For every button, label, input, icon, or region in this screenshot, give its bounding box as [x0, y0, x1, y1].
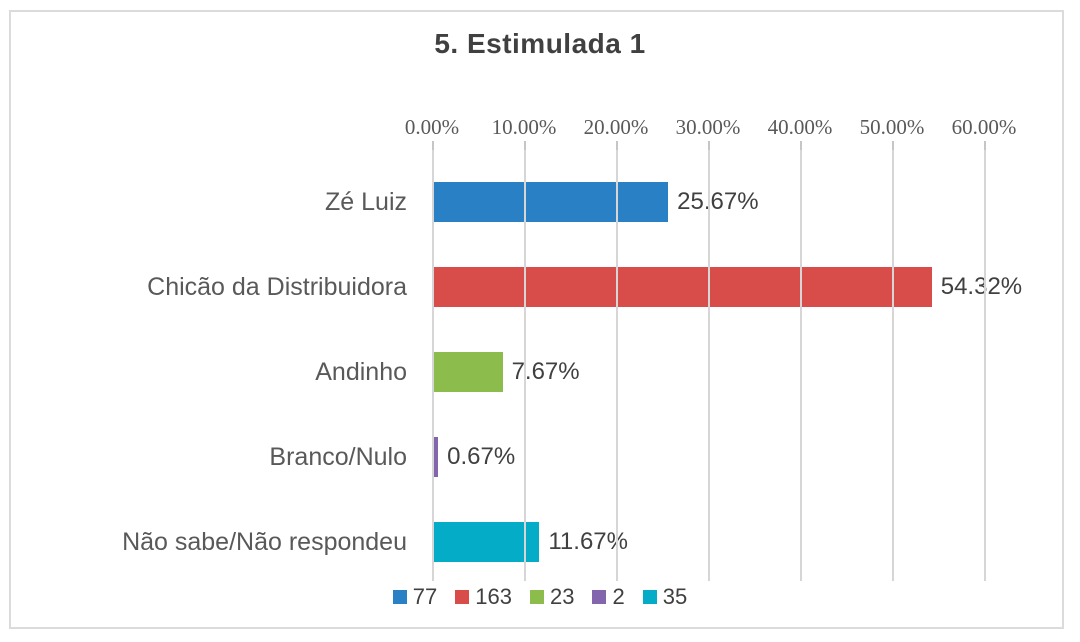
legend-item: 2 [592, 584, 625, 610]
bar-value-label: 25.67% [677, 188, 759, 215]
bar-row: 25.67% [432, 160, 984, 245]
legend-swatch-icon [592, 590, 607, 604]
bar-row: 7.67% [432, 330, 984, 415]
x-tick-label: 50.00% [859, 115, 925, 139]
legend-label: 23 [549, 584, 575, 609]
value-axis: 0.00% 10.00% 20.00% 30.00% 40.00% 50.00% 60.00… [405, 0, 1016, 150]
bar-row: 11.67% [432, 500, 984, 585]
x-tick-label: 20.00% [583, 115, 649, 139]
legend-label: 163 [475, 584, 512, 609]
legend: 77 163 23 2 35 [0, 584, 1080, 610]
legend-label: 35 [662, 584, 688, 609]
gridline [892, 150, 894, 581]
gridline [432, 150, 434, 581]
bar [432, 182, 669, 222]
bar-row: 0.67% [432, 415, 984, 500]
bar [432, 267, 932, 307]
bar [432, 352, 503, 392]
bar-value-label: 7.67% [511, 358, 580, 385]
x-tick-mark [800, 141, 802, 150]
x-tick-mark [984, 141, 986, 150]
x-tick-mark [432, 141, 434, 150]
bar-value-label: 0.67% [447, 443, 516, 470]
category-label: Zé Luiz [325, 187, 407, 216]
legend-item: 77 [392, 584, 438, 610]
category-axis: Zé Luiz Chicão da Distribuidora Andinho Bra… [0, 160, 407, 585]
legend-swatch-icon [392, 590, 407, 604]
legend-swatch-icon [455, 590, 470, 604]
x-tick-label: 30.00% [675, 115, 741, 139]
category-label: Chicão da Distribuidora [147, 272, 407, 301]
bar-value-label: 54.32% [940, 273, 1023, 300]
category-label: Branco/Nulo [269, 442, 407, 471]
bar [432, 437, 439, 477]
chart-title: 5. Estimulada 1 [434, 28, 646, 59]
legend-label: 77 [412, 584, 438, 609]
x-tick-label: 60.00% [951, 115, 1017, 139]
legend-item: 35 [642, 584, 688, 610]
bar-value-label: 11.67% [548, 528, 628, 555]
legend-label: 2 [612, 584, 625, 609]
x-tick-label: 40.00% [767, 115, 833, 139]
category-label: Andinho [315, 357, 407, 386]
gridline [984, 150, 986, 581]
legend-item: 23 [529, 584, 575, 610]
x-tick-mark [616, 141, 618, 150]
x-tick-label: 0.00% [404, 115, 460, 139]
x-tick-mark [892, 141, 894, 150]
x-tick-label: 10.00% [491, 115, 557, 139]
gridline [708, 150, 710, 581]
gridline [616, 150, 618, 581]
legend-item: 163 [455, 584, 512, 610]
category-label: Não sabe/Não respondeu [122, 527, 407, 556]
legend-swatch-icon [529, 590, 544, 604]
gridline [524, 150, 526, 581]
x-tick-mark [524, 141, 526, 150]
bar-rows: 25.67% 54.32% 7.67% 0.67% 11.67% [432, 160, 1022, 585]
bar [432, 522, 540, 562]
gridline [800, 150, 802, 581]
legend-swatch-icon [642, 590, 657, 604]
bar-row: 54.32% [432, 245, 1022, 330]
plot-area: 25.67% 54.32% 7.67% 0.67% 11.67% [432, 150, 1022, 581]
x-tick-mark [708, 141, 710, 150]
